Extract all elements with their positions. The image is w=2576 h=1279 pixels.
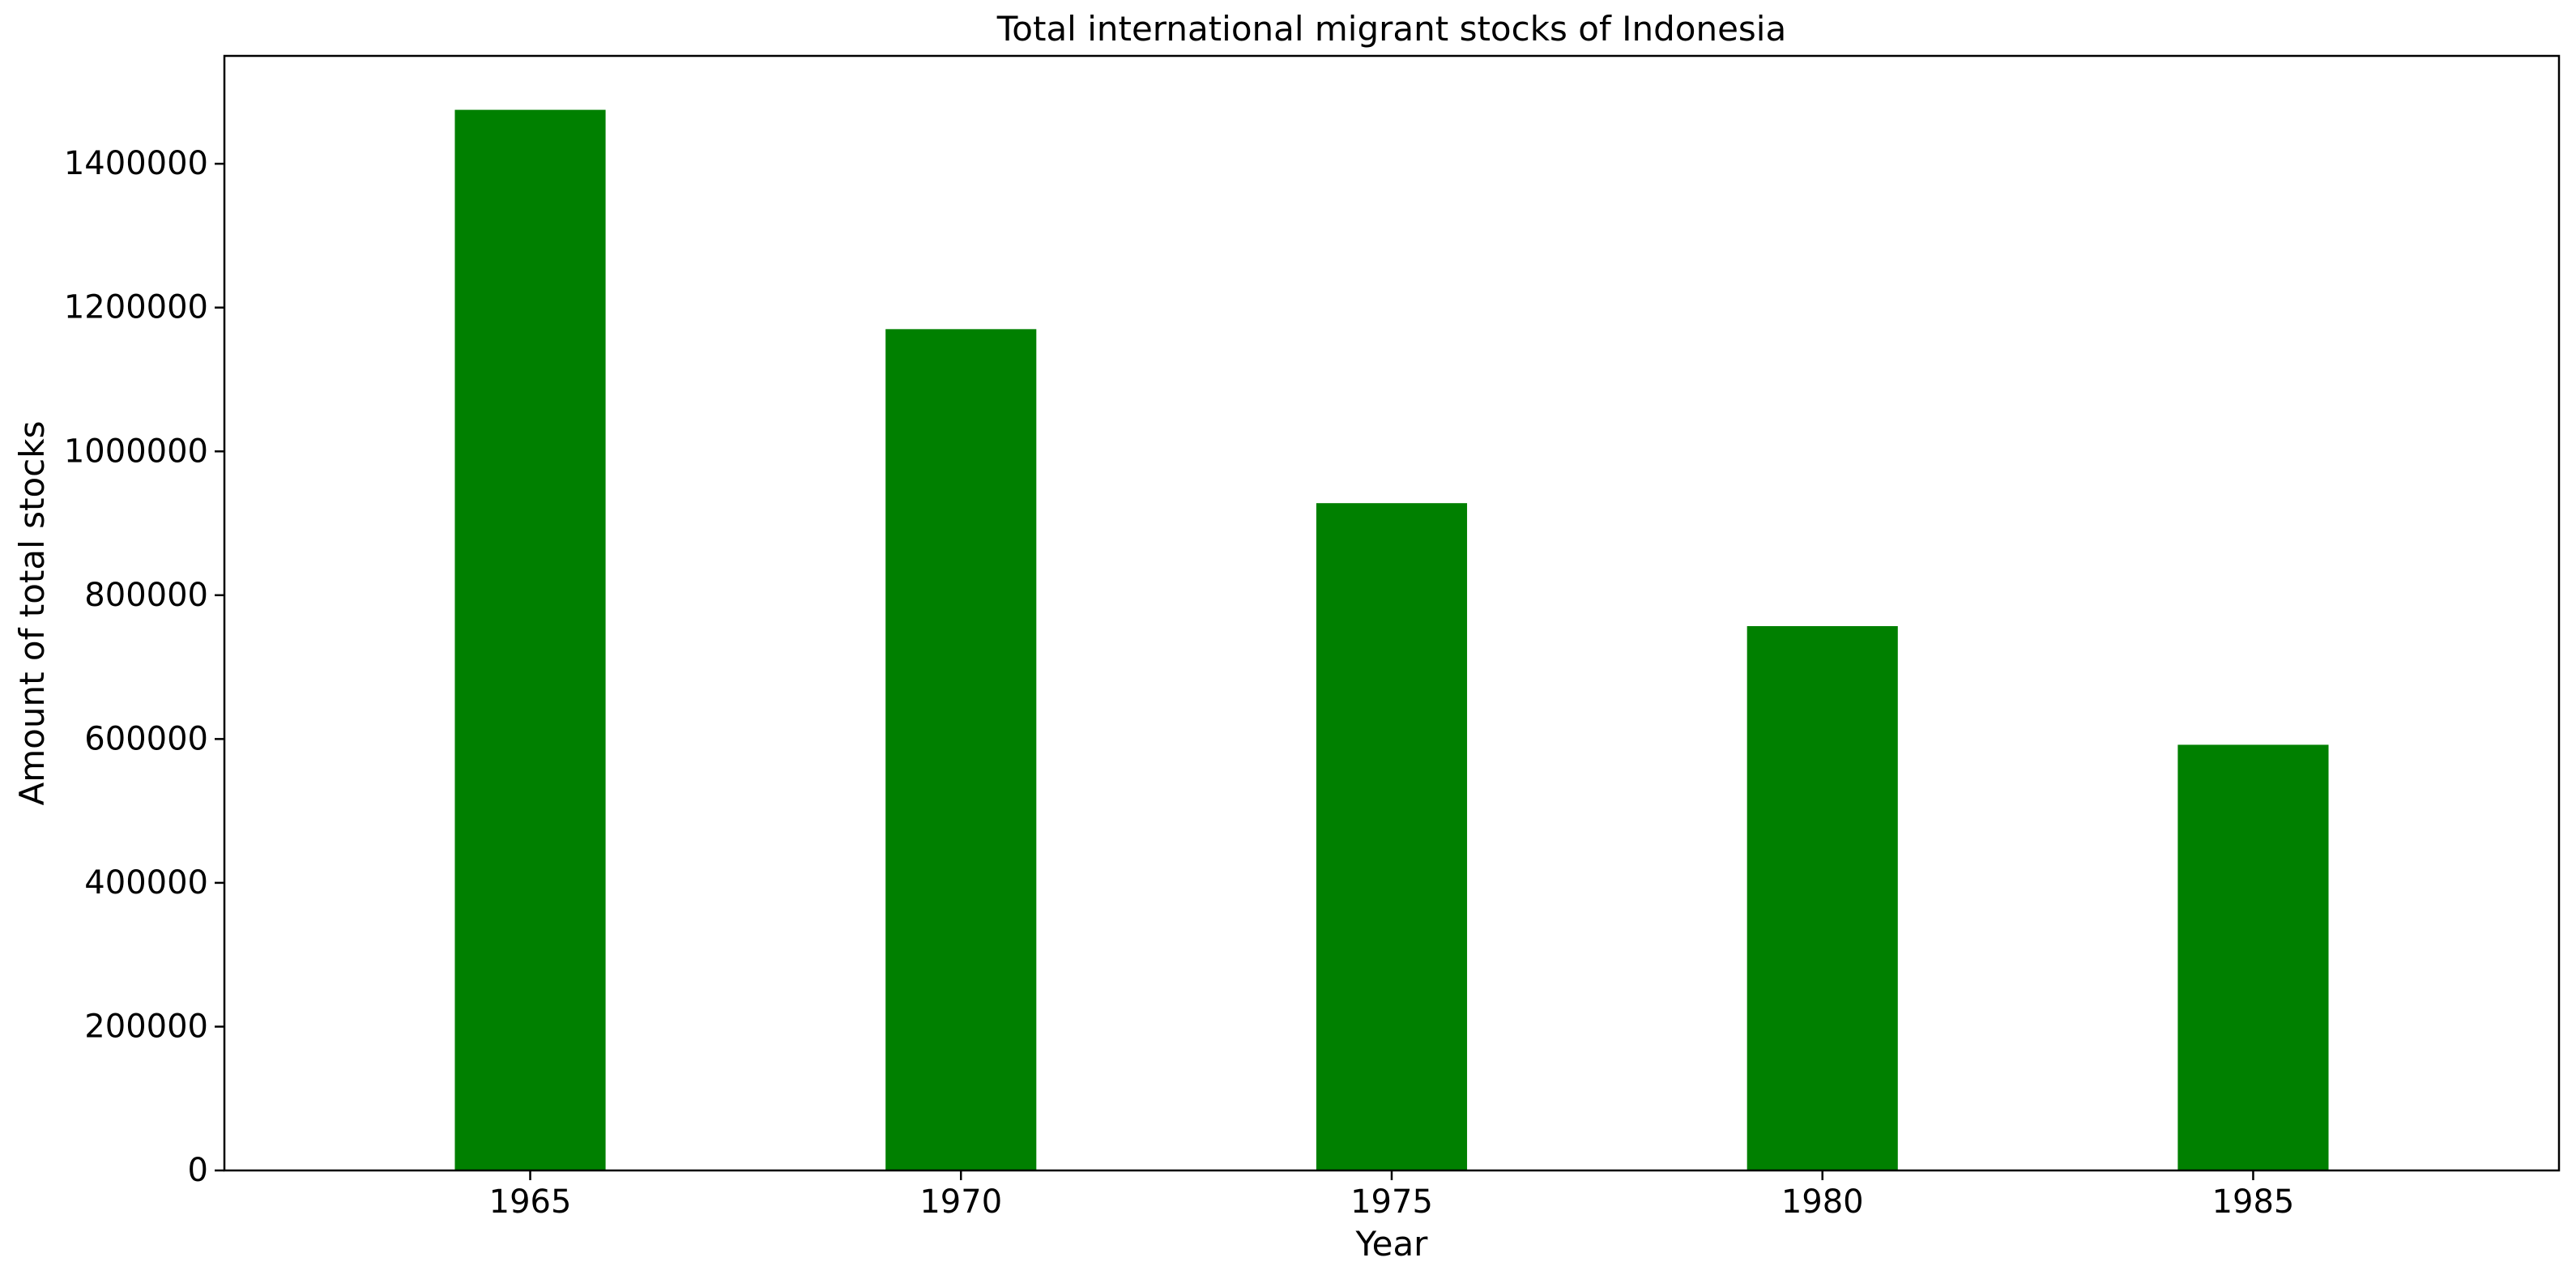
bars-layer: [454, 109, 2329, 1171]
x-tick-label: 1970: [919, 1183, 1002, 1221]
x-tick-label: 1975: [1350, 1183, 1433, 1221]
y-tick-label: 400000: [84, 864, 208, 902]
chart-title: Total international migrant stocks of In…: [996, 9, 1786, 49]
y-tick-label: 1000000: [64, 433, 208, 470]
plot-area-frame: [223, 54, 2561, 1172]
y-tick-label: 600000: [84, 720, 208, 757]
x-axis-label: Year: [1355, 1224, 1429, 1264]
y-axis: 0 200000 400000 600000 800000 1000000 1200000 1…: [64, 145, 224, 1189]
x-axis: 1965 1970 1975 1980 1985: [489, 1170, 2295, 1221]
bar-1985: [2177, 744, 2329, 1170]
y-tick-label: 800000: [84, 577, 208, 614]
y-tick-label: 1400000: [64, 145, 208, 182]
y-axis-label: Amount of total stocks: [12, 421, 52, 806]
x-tick-label: 1985: [2212, 1183, 2295, 1221]
x-tick-label: 1980: [1781, 1183, 1864, 1221]
bar-1975: [1316, 503, 1468, 1170]
y-tick-label: 1200000: [64, 289, 208, 326]
bar-1980: [1746, 625, 1898, 1170]
bar-1970: [885, 329, 1037, 1171]
y-tick-label: 200000: [84, 1008, 208, 1045]
x-tick-label: 1965: [489, 1183, 572, 1221]
bar-1965: [454, 109, 606, 1170]
y-tick-label: 0: [188, 1152, 208, 1189]
